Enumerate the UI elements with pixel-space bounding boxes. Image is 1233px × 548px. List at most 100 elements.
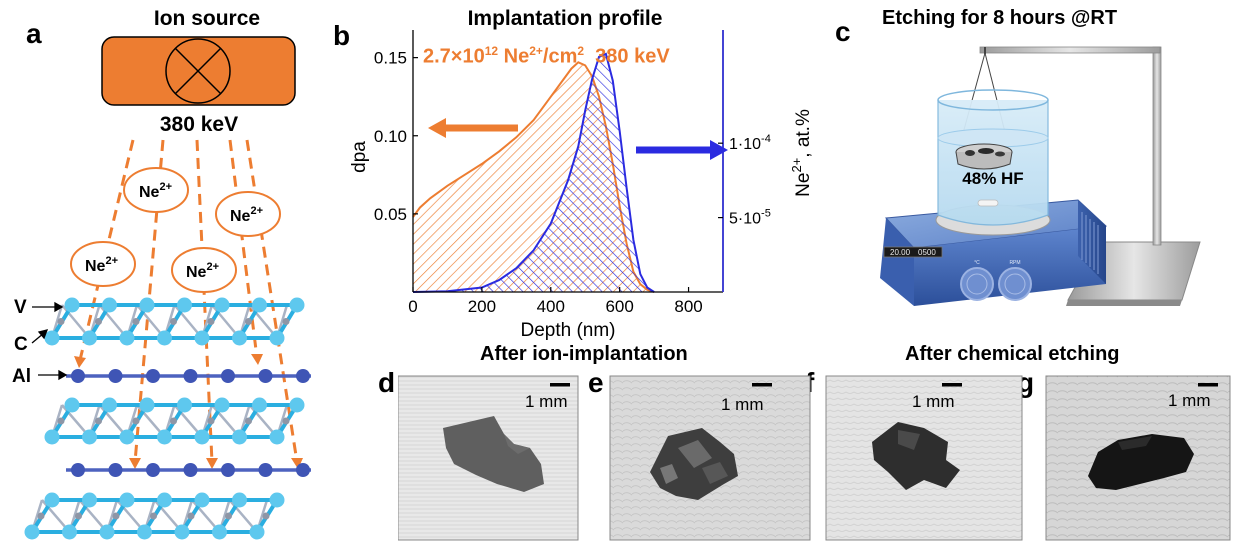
- vanadium-atom: [249, 524, 265, 540]
- etching-title: Etching for 8 hours @RT: [882, 7, 1118, 29]
- panel-label-b: b: [333, 20, 351, 51]
- ion-oval: [70, 241, 136, 287]
- vanadium-atom: [289, 397, 305, 413]
- vanadium-atom: [212, 524, 227, 540]
- carbon-atom: [170, 318, 177, 325]
- vanadium-atom: [194, 330, 210, 346]
- max-phase-lattice: [24, 297, 311, 540]
- vanadium-atom: [194, 492, 210, 508]
- vanadium-atom: [232, 330, 247, 346]
- ion-source-symbol: [165, 38, 231, 104]
- vanadium-atom: [252, 297, 267, 313]
- aluminium-atom: [296, 463, 310, 477]
- temperature-knob: [960, 267, 994, 301]
- etching-setup-illustration: 20.00 0500 °C RPM 48% HF: [880, 46, 1201, 306]
- x-tick-label: 800: [674, 297, 702, 316]
- chart-title: Implantation profile: [467, 7, 663, 30]
- series-area: [413, 53, 655, 293]
- lattice-layer: [24, 492, 285, 540]
- aluminium-atom: [146, 463, 160, 477]
- sample-basket: [955, 143, 1013, 170]
- energy-label: 380 keV: [160, 113, 238, 136]
- vanadium-atom: [119, 429, 135, 445]
- carbon-atom: [132, 318, 140, 325]
- y-axis-right-label: Ne2+, at.%: [789, 109, 814, 197]
- carbon-atom: [95, 417, 102, 425]
- aluminium-atom: [146, 369, 160, 383]
- y-right-tick-label: 1·10-4: [729, 133, 771, 153]
- x-tick-label: 600: [605, 297, 633, 316]
- ion-oval: [215, 191, 281, 237]
- panel-label-a: a: [26, 18, 42, 49]
- lattice-layer: [44, 397, 305, 445]
- aluminium-atom: [258, 369, 273, 383]
- display-temperature: 20.00: [890, 248, 911, 257]
- vanadium-atom: [214, 297, 230, 313]
- ne-arrowhead: [710, 140, 728, 160]
- x-axis-label: Depth (nm): [520, 320, 615, 341]
- vanadium-atom: [62, 524, 77, 540]
- vanadium-atom: [157, 429, 172, 445]
- vanadium-atom: [82, 492, 97, 508]
- vanadium-atom: [102, 297, 117, 313]
- carbon-atom: [132, 417, 140, 425]
- vanadium-atom: [102, 397, 117, 413]
- knob-label-speed: RPM: [1009, 260, 1020, 266]
- carbon-atom: [245, 417, 252, 425]
- header-after-implantation: After ion-implantation: [480, 343, 688, 365]
- vanadium-atom: [289, 297, 305, 313]
- display-rpm: 0500: [918, 248, 936, 257]
- carbon-atom: [225, 512, 232, 520]
- carbon-atom: [282, 417, 290, 425]
- aluminium-atom: [258, 463, 273, 477]
- vanadium-atom: [44, 330, 60, 346]
- vanadium-atom: [64, 397, 80, 413]
- aluminium-atom: [71, 463, 85, 477]
- scale-label-d: 1 mm: [525, 392, 568, 411]
- y-right-tick-label: 5·10-5: [729, 208, 771, 228]
- y-axis-label: dpa: [349, 141, 370, 173]
- aluminium-atom: [183, 463, 198, 477]
- header-after-etching: After chemical etching: [905, 343, 1120, 365]
- vanadium-atom: [139, 297, 155, 313]
- layer-label-c: C: [14, 334, 28, 355]
- layer-label-al: Al: [12, 366, 31, 387]
- vanadium-atom: [194, 429, 210, 445]
- ion-label: Ne2+: [85, 255, 118, 275]
- vanadium-atom: [44, 429, 60, 445]
- x-tick-label: 0: [408, 297, 417, 316]
- x-tick-label: 200: [468, 297, 496, 316]
- vanadium-atom: [269, 429, 285, 445]
- aluminium-atom: [71, 369, 85, 383]
- carbon-atom: [95, 318, 102, 325]
- photo-f: 1 mm: [825, 375, 1023, 541]
- aluminium-atom: [221, 463, 235, 477]
- vanadium-atom: [232, 429, 247, 445]
- ion-label: Ne2+: [230, 205, 263, 225]
- panel-label-c: c: [835, 16, 851, 47]
- layer-pointer-arrows: [31, 301, 68, 381]
- layer-label-v: V: [14, 297, 27, 318]
- carbon-atom: [150, 512, 157, 520]
- vanadium-atom: [157, 492, 172, 508]
- photo-d: 1 mm: [398, 375, 579, 541]
- ion-label: Ne2+: [139, 181, 172, 201]
- aluminium-layer: [66, 463, 311, 477]
- vanadium-atom: [139, 397, 155, 413]
- carbon-atom: [207, 417, 215, 425]
- vanadium-atom: [252, 397, 267, 413]
- panel-label-d: d: [378, 367, 396, 398]
- carbon-atom: [207, 318, 215, 325]
- vanadium-atom: [232, 492, 247, 508]
- vanadium-atom: [177, 397, 192, 413]
- carbon-atom: [262, 512, 270, 520]
- vanadium-atom: [82, 330, 97, 346]
- ion-label: Ne2+: [186, 261, 219, 281]
- aluminium-layer: [66, 369, 311, 383]
- series-line: [412, 52, 655, 293]
- x-tick-label: 400: [537, 297, 565, 316]
- hf-solution-label: 48% HF: [962, 169, 1023, 188]
- photo-e: 1 mm: [609, 375, 811, 541]
- aluminium-atom: [108, 369, 123, 383]
- vanadium-atom: [119, 330, 135, 346]
